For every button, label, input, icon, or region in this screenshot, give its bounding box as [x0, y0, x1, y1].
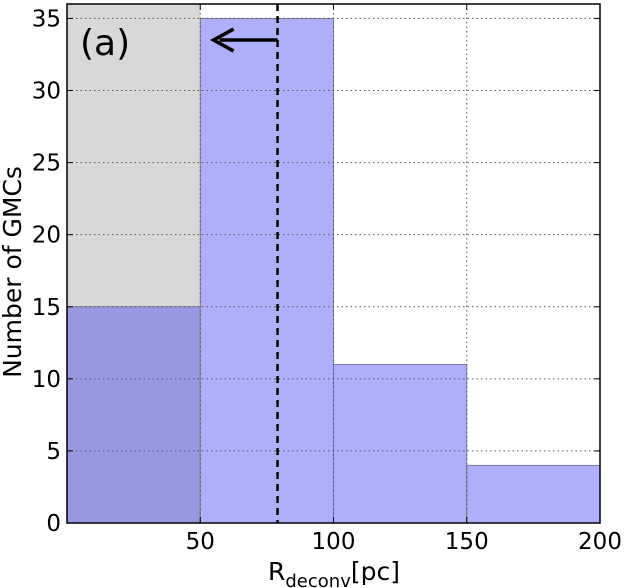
- x-tick-label-0: 50: [186, 529, 215, 555]
- bar-2: [333, 364, 468, 524]
- grid-layer: [67, 4, 600, 523]
- x-axis-label-main: R: [268, 557, 285, 586]
- y-axis-label: Number of GMCs: [0, 166, 27, 378]
- y-tick-label-4: 20: [32, 223, 61, 249]
- bar-0: [66, 306, 201, 524]
- y-tick-label-2: 10: [32, 367, 61, 393]
- y-tick-label-0: 0: [46, 511, 61, 537]
- x-axis-label: Rdeconv[pc]: [268, 557, 400, 588]
- y-tick-label-7: 35: [32, 6, 61, 32]
- annotation-layer: [209, 4, 279, 523]
- x-axis-label-subscript: deconv: [285, 571, 351, 588]
- y-tick-label-5: 25: [32, 151, 61, 177]
- bars-layer: [66, 18, 601, 524]
- x-tick-label-1: 100: [312, 529, 356, 555]
- y-tick-label-3: 15: [32, 295, 61, 321]
- arrow-head: [209, 27, 235, 53]
- y-tick-label-6: 30: [32, 79, 61, 105]
- bar-3: [466, 464, 601, 524]
- bar-1: [199, 18, 334, 524]
- x-tick-label-3: 200: [578, 529, 622, 555]
- y-tick-label-1: 5: [46, 439, 61, 465]
- x-axis-label-unit: [pc]: [351, 557, 400, 586]
- panel-label: (a): [80, 23, 130, 64]
- x-tick-label-2: 150: [445, 529, 489, 555]
- ticks-layer: 50 100 150 200 0 5 10 15 20 25 30 35: [32, 4, 622, 555]
